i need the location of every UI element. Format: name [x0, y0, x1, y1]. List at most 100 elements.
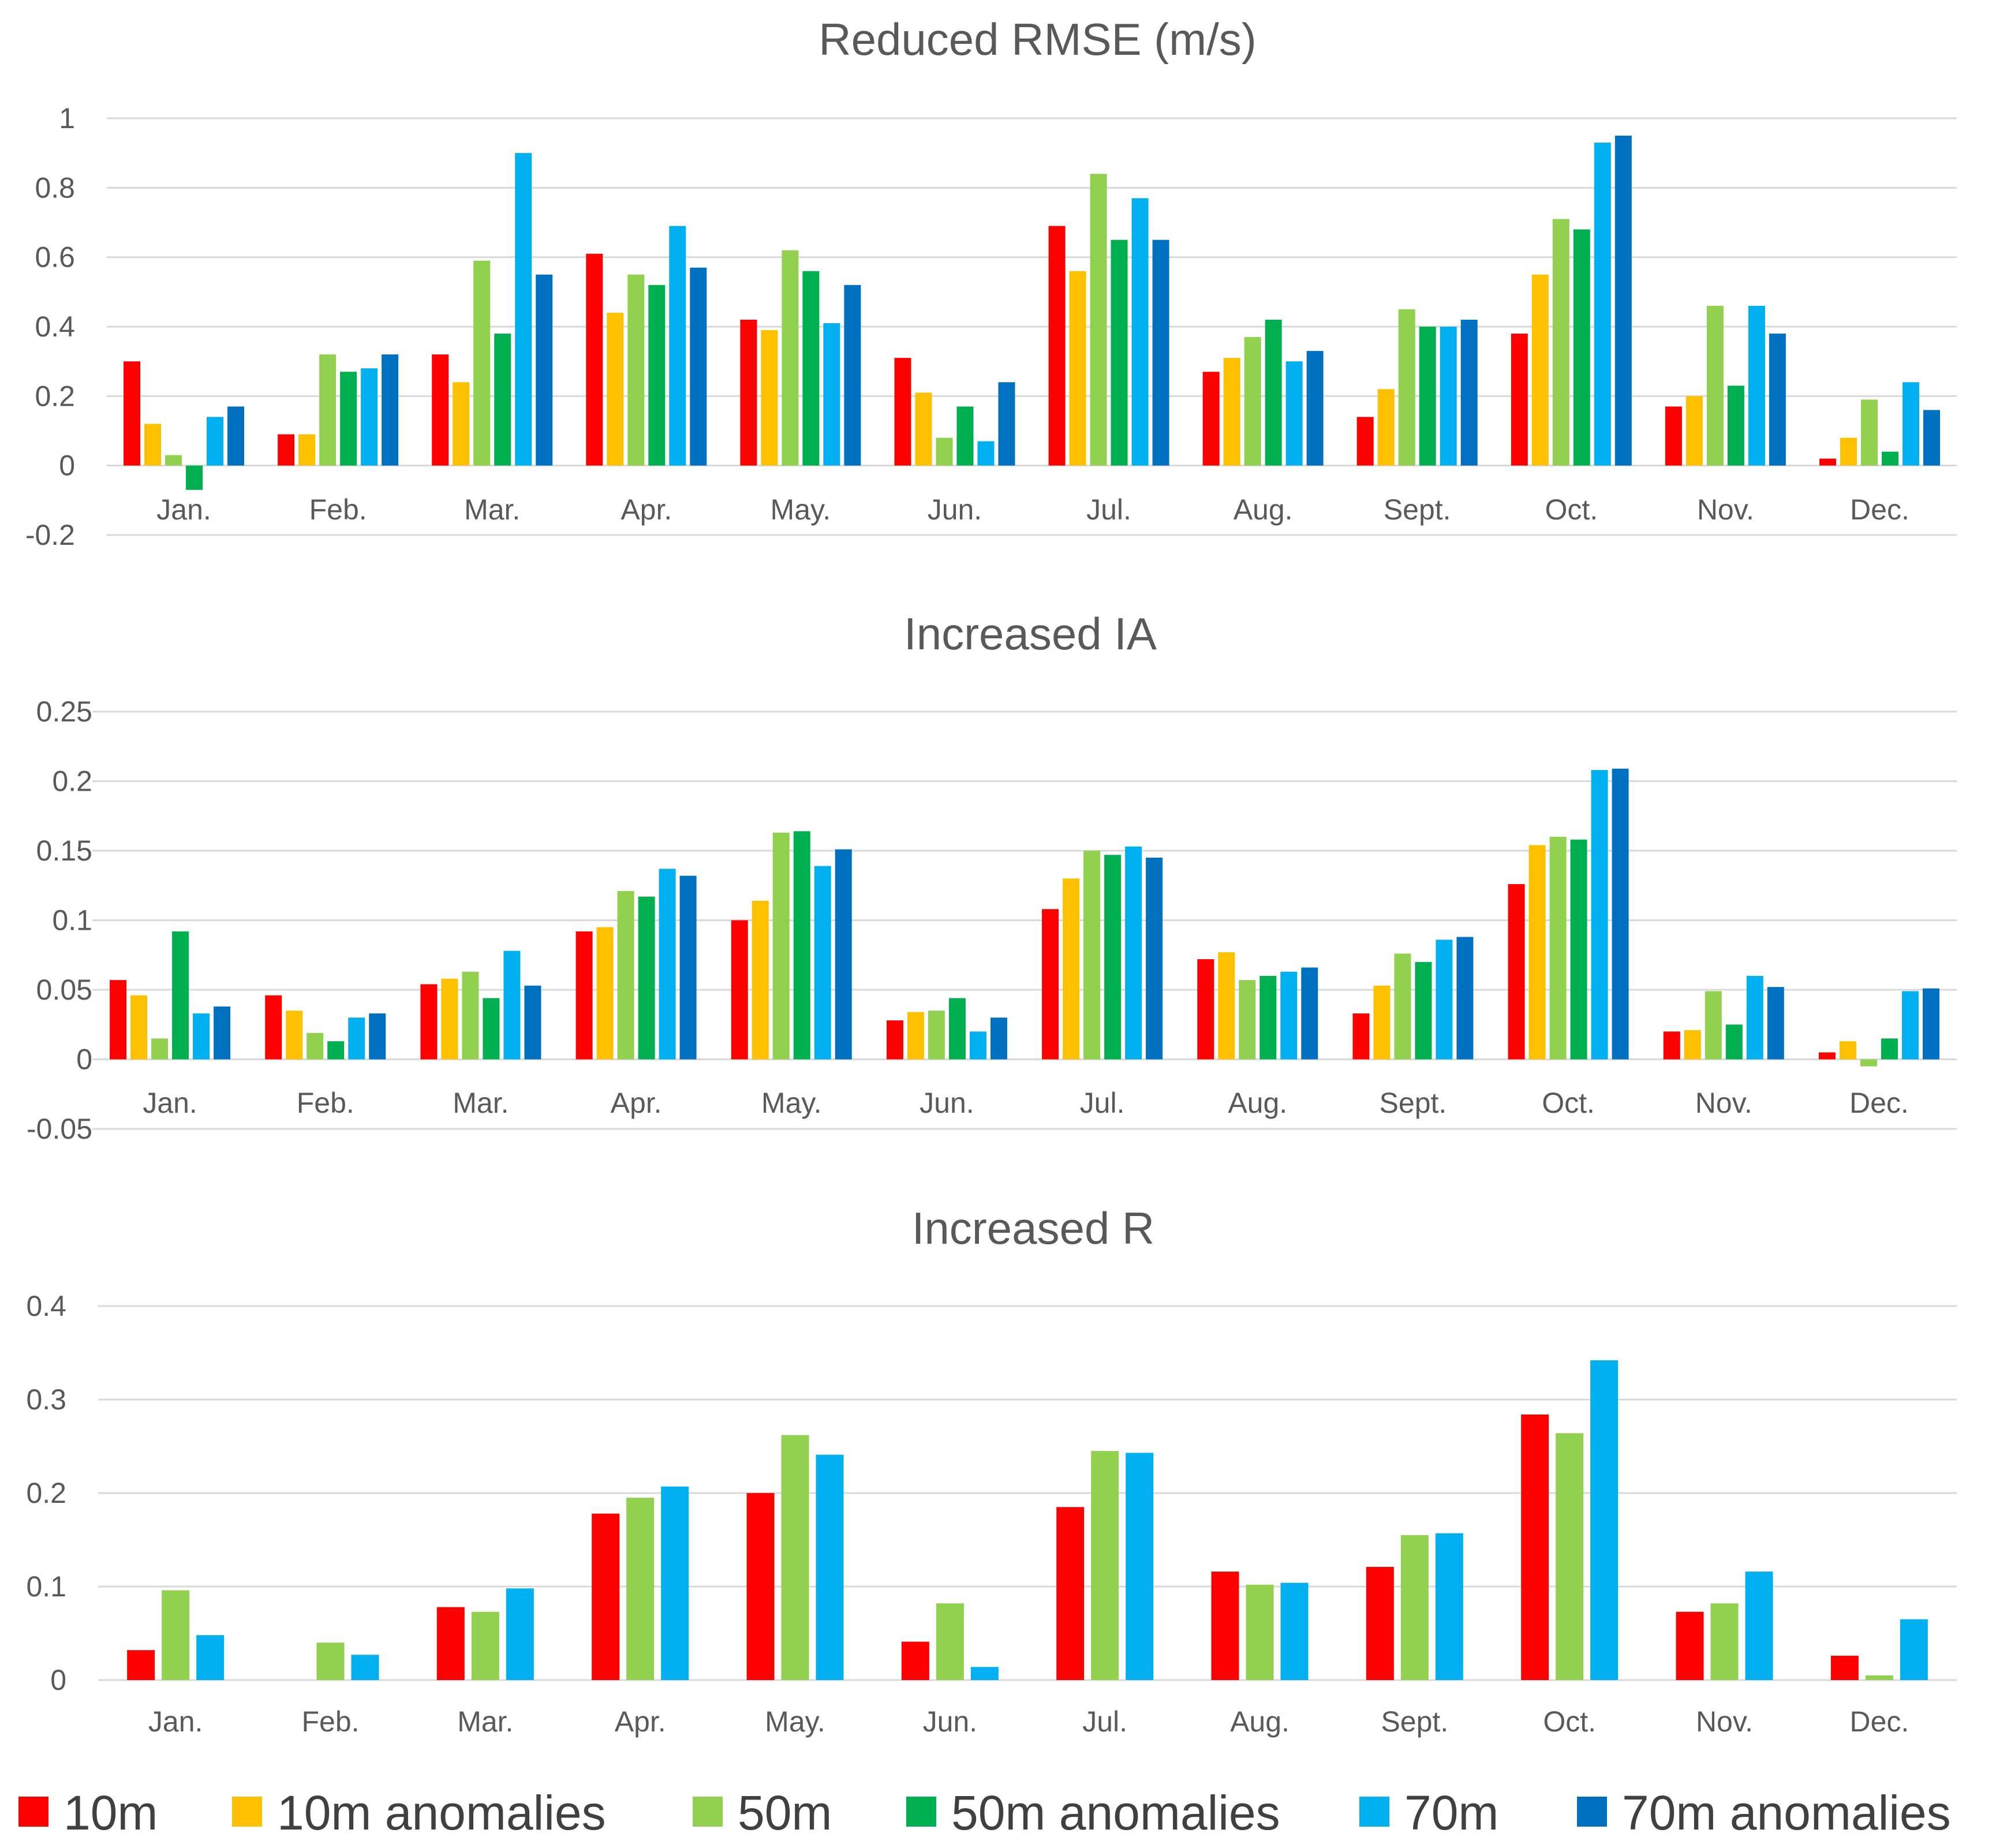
bar-50m-anomalies-sept [1419, 327, 1436, 466]
x-tick-label: Oct. [1542, 1087, 1595, 1119]
bar-70m-may [814, 866, 831, 1060]
bar-10m-anomalies-oct [1531, 274, 1549, 466]
chart-panel-1: Reduced RMSE (m/s) 1 0.8 0.6 0.4 0.2 0 -0.2 Jan.… [25, 14, 1957, 551]
bar-70m-mar [503, 951, 521, 1060]
bar-50m-dec [1860, 399, 1878, 466]
bar-70m-anomalies-jul [1146, 858, 1163, 1060]
bar-50m-aug [1239, 980, 1256, 1060]
bar-10m-anomalies-apr [596, 927, 614, 1060]
bar-50m-nov [1710, 1603, 1739, 1680]
bar-50m-anomalies-jan [186, 465, 203, 490]
bar-50m-apr [627, 274, 645, 466]
bar-50m-jun [936, 437, 953, 466]
bar-10m-anomalies-nov [1685, 396, 1703, 466]
bar-70m-nov [1745, 1572, 1773, 1680]
bar-70m-nov [1746, 975, 1763, 1060]
y-tick-label: 0.25 [36, 695, 92, 728]
x-tick-label: Aug. [1228, 1087, 1287, 1119]
bar-50m-anomalies-apr [648, 285, 666, 466]
y-tick-label: 0.4 [26, 1290, 66, 1322]
x-tick-label: Jul. [1082, 1705, 1127, 1738]
x-tick-label: Apr. [615, 1705, 666, 1738]
bar-10m-aug [1197, 959, 1214, 1060]
bar-50m-jan [151, 1038, 169, 1060]
bar-70m-feb [348, 1017, 365, 1060]
bar-10m-anomalies-may [752, 900, 769, 1060]
x-tick-label: Dec. [1850, 493, 1909, 526]
bar-70m-jan [207, 417, 224, 466]
bar-10m-anomalies-dec [1840, 437, 1857, 466]
bar-10m-oct [1521, 1414, 1549, 1680]
legend-label: 50m [738, 1786, 832, 1840]
chart-title: Increased IA [904, 608, 1157, 659]
y-tick-label: 0.2 [52, 765, 92, 798]
bar-70m-anomalies-apr [690, 267, 707, 466]
y-tick-label: -0.2 [25, 519, 75, 551]
bar-10m-anomalies-jan [144, 424, 162, 466]
bar-50m-jan [162, 1590, 190, 1680]
bar-70m-aug [1280, 971, 1298, 1060]
bar-70m-apr [661, 1486, 689, 1680]
y-tick-label: 0.4 [35, 311, 75, 343]
chart-panel-2: Increased IA 0.25 0.2 0.15 0.1 0.05 0 -0.05 Jan.… [27, 608, 1957, 1145]
x-tick-label: Mar. [453, 1087, 509, 1119]
bar-70m-anomalies-apr [679, 876, 697, 1060]
legend-swatch [1359, 1797, 1389, 1827]
chart-title: Increased R [912, 1203, 1155, 1254]
bar-10m-anomalies-jul [1063, 878, 1080, 1060]
bar-70m-anomalies-mar [524, 985, 541, 1060]
bar-50m-anomalies-feb [340, 372, 357, 466]
bar-70m-jan [193, 1013, 210, 1060]
x-tick-label: Jun. [928, 493, 982, 526]
bar-10m-anomalies-apr [607, 312, 624, 466]
bar-70m-anomalies-may [844, 285, 861, 466]
bar-70m-mar [506, 1588, 534, 1680]
bar-50m-aug [1246, 1584, 1274, 1680]
legend-label: 10m [63, 1786, 158, 1840]
bar-10m-anomalies-dec [1839, 1041, 1856, 1060]
x-tick-label: Apr. [611, 1087, 662, 1119]
bar-50m-anomalies-jun [956, 406, 974, 466]
bar-10m-jun [886, 1020, 903, 1060]
bar-70m-anomalies-jan [227, 406, 245, 466]
y-tick-label: 0 [76, 1043, 92, 1076]
bar-70m-aug [1280, 1583, 1309, 1680]
bar-10m-oct [1511, 334, 1528, 466]
bar-70m-jan [196, 1635, 225, 1680]
bar-50m-dec [1865, 1675, 1893, 1680]
bar-50m-anomalies-mar [483, 998, 500, 1060]
bar-50m-sept [1400, 1535, 1429, 1680]
bar-50m-nov [1705, 991, 1722, 1060]
bar-10m-nov [1665, 406, 1682, 466]
bar-70m-feb [351, 1655, 379, 1680]
bar-70m-anomalies-sept [1456, 937, 1474, 1060]
x-tick-label: Feb. [309, 493, 367, 526]
bar-70m-sept [1440, 327, 1457, 466]
bar-50m-anomalies-oct [1573, 229, 1590, 466]
bar-70m-anomalies-oct [1612, 768, 1629, 1060]
bar-10m-may [740, 319, 757, 466]
x-tick-label: Apr. [621, 493, 672, 526]
bar-70m-anomalies-feb [369, 1013, 386, 1060]
bar-70m-anomalies-sept [1460, 319, 1478, 466]
bar-10m-dec [1830, 1655, 1859, 1680]
bar-10m-sept [1356, 417, 1374, 466]
x-tick-label: May. [761, 1087, 822, 1119]
bar-10m-dec [1819, 458, 1836, 466]
x-tick-label: Aug. [1234, 493, 1293, 526]
legend-label: 10m anomalies [277, 1786, 606, 1840]
x-tick-label: Oct. [1545, 493, 1598, 526]
bar-10m-apr [592, 1513, 620, 1680]
bar-10m-anomalies-jun [915, 392, 932, 466]
bar-50m-nov [1706, 305, 1724, 466]
bar-70m-anomalies-jul [1152, 240, 1169, 466]
bar-70m-feb [361, 368, 378, 466]
bar-50m-anomalies-jul [1111, 240, 1128, 466]
bar-10m-feb [265, 995, 282, 1060]
bar-10m-anomalies-feb [298, 434, 316, 466]
bar-70m-anomalies-jun [990, 1017, 1007, 1060]
x-tick-label: Sept. [1384, 493, 1451, 526]
bar-10m-anomalies-feb [286, 1011, 303, 1060]
bar-70m-aug [1285, 361, 1303, 466]
bar-70m-anomalies-aug [1301, 967, 1318, 1060]
